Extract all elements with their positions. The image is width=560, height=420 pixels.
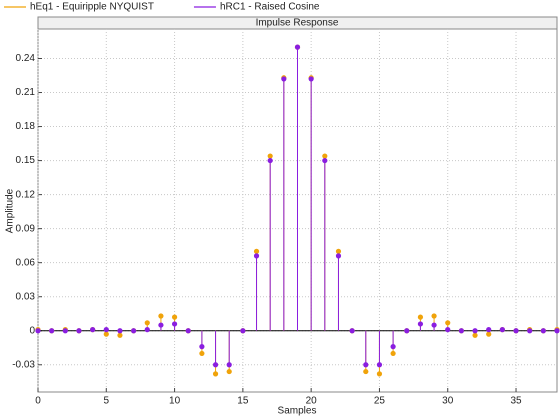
- stem-marker: [417, 321, 424, 327]
- stem-marker: [76, 328, 82, 334]
- stem-marker: [322, 153, 328, 159]
- y-tick-label: 0.21: [16, 87, 36, 98]
- stem-marker: [294, 44, 301, 50]
- stem-marker: [554, 328, 560, 334]
- stem-marker: [472, 328, 478, 334]
- stem-marker: [390, 344, 396, 350]
- stem-marker: [158, 313, 164, 319]
- legend-label: hRC1 - Raised Cosine: [220, 2, 320, 13]
- stem-marker: [267, 153, 273, 159]
- stem-marker: [308, 76, 314, 82]
- stem-marker: [431, 313, 437, 319]
- y-tick-label: 0.06: [16, 257, 36, 268]
- stem-marker: [363, 368, 369, 375]
- x-tick-label: 35: [510, 396, 522, 407]
- stem-marker: [103, 327, 109, 333]
- stem-marker: [90, 327, 96, 333]
- y-tick-label: 0.09: [16, 223, 36, 234]
- stem-marker: [486, 327, 492, 333]
- y-tick-label: 0.18: [16, 121, 36, 132]
- stem-marker: [240, 328, 246, 334]
- stem-marker: [281, 76, 287, 82]
- stem-marker: [499, 327, 505, 333]
- chart-title: Impulse Response: [256, 18, 339, 29]
- stem-marker: [199, 344, 205, 350]
- stem-marker: [212, 371, 219, 377]
- x-tick-label: 0: [35, 396, 41, 407]
- stem-marker: [376, 362, 383, 368]
- stem-marker: [185, 328, 191, 334]
- y-tick-label: 0.03: [16, 291, 36, 302]
- stem-marker: [171, 321, 178, 327]
- stem-marker: [486, 331, 492, 337]
- stem-marker: [62, 328, 68, 334]
- stem-marker: [445, 320, 451, 326]
- y-tick-label: -0.03: [12, 359, 35, 370]
- legend-label: hEq1 - Equiripple NYQUIST: [30, 2, 154, 13]
- x-tick-label: 30: [442, 396, 454, 407]
- y-tick-label: 0.24: [16, 53, 36, 64]
- x-tick-label: 20: [306, 396, 318, 407]
- stem-marker: [417, 314, 424, 320]
- stem-marker: [35, 328, 41, 334]
- y-axis-label: Amplitude: [5, 188, 16, 233]
- stem-marker: [322, 157, 328, 164]
- stem-marker: [131, 328, 137, 334]
- x-tick-label: 25: [374, 396, 386, 407]
- stem-marker: [349, 328, 355, 334]
- stem-marker: [335, 248, 342, 254]
- stem-marker: [144, 327, 150, 333]
- y-tick-label: 0: [29, 325, 35, 336]
- stem-marker: [103, 331, 109, 337]
- stem-marker: [253, 253, 260, 259]
- stem-marker: [404, 328, 410, 334]
- y-tick-label: 0.15: [16, 155, 36, 166]
- stem-marker: [472, 332, 478, 338]
- stem-marker: [117, 332, 123, 338]
- stem-marker: [212, 362, 219, 368]
- stem-marker: [376, 371, 383, 377]
- stem-marker: [540, 328, 546, 334]
- stem-marker: [431, 322, 437, 328]
- stem-marker: [226, 368, 232, 375]
- stem-marker: [445, 327, 451, 333]
- stem-marker: [458, 328, 464, 334]
- stem-marker: [199, 350, 205, 357]
- stem-marker: [144, 320, 150, 326]
- x-tick-label: 15: [237, 396, 249, 407]
- x-axis-label: Samples: [278, 406, 317, 417]
- stem-marker: [158, 322, 164, 328]
- x-tick-label: 5: [104, 396, 110, 407]
- stem-marker: [363, 362, 369, 368]
- stem-marker: [390, 350, 396, 357]
- stem-marker: [49, 328, 55, 334]
- stem-marker: [226, 362, 232, 368]
- stem-marker: [253, 248, 260, 254]
- stem-marker: [117, 328, 123, 334]
- stem-marker: [527, 328, 533, 334]
- x-tick-label: 10: [169, 396, 181, 407]
- stem-marker: [335, 253, 342, 259]
- stem-marker: [171, 314, 178, 320]
- stem-marker: [267, 157, 273, 164]
- y-tick-label: 0.12: [16, 189, 36, 200]
- stem-marker: [513, 328, 519, 334]
